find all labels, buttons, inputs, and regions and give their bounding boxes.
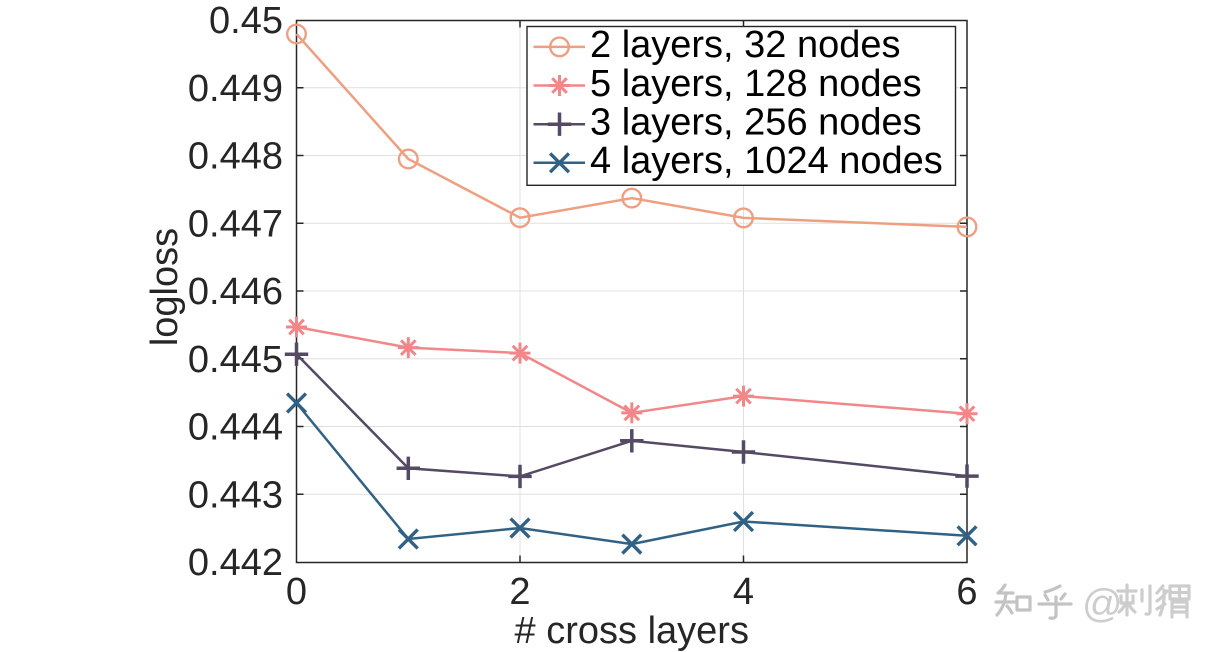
svg-text:@: @ (1082, 582, 1123, 626)
svg-text:5 layers, 128 nodes: 5 layers, 128 nodes (590, 63, 922, 105)
svg-text:0.445: 0.445 (188, 339, 283, 381)
svg-text:2: 2 (509, 571, 530, 613)
svg-text:0.45: 0.45 (209, 0, 283, 42)
svg-text:2 layers, 32 nodes: 2 layers, 32 nodes (590, 24, 901, 66)
svg-text:4: 4 (733, 571, 754, 613)
svg-text:0.446: 0.446 (188, 271, 283, 313)
svg-text:0.448: 0.448 (188, 136, 283, 178)
svg-text:# cross layers: # cross layers (515, 610, 749, 652)
svg-text:4 layers, 1024 nodes: 4 layers, 1024 nodes (590, 140, 943, 182)
svg-text:0.447: 0.447 (188, 203, 283, 245)
svg-text:0.449: 0.449 (188, 68, 283, 110)
svg-text:6: 6 (956, 571, 977, 613)
svg-text:logloss: logloss (144, 228, 186, 346)
svg-text:0.444: 0.444 (188, 407, 283, 449)
svg-text:0: 0 (286, 571, 307, 613)
svg-text:0.442: 0.442 (188, 542, 283, 584)
svg-text:0.443: 0.443 (188, 474, 283, 516)
svg-text:3 layers, 256 nodes: 3 layers, 256 nodes (590, 102, 922, 144)
